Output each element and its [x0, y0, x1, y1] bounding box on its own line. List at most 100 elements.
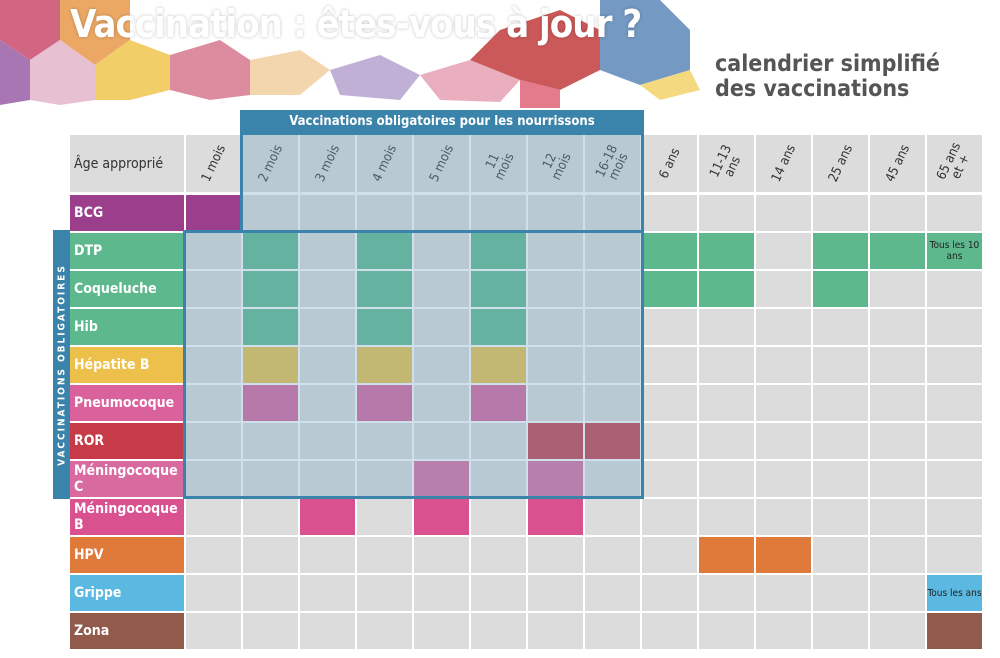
column-label: 65 ans et +: [933, 139, 973, 182]
column-header: 3 mois: [300, 135, 355, 192]
empty-cell: [927, 499, 982, 535]
dose-cell: [585, 423, 640, 459]
empty-cell: [300, 195, 355, 231]
empty-cell: [870, 613, 925, 649]
dose-cell: [471, 385, 526, 421]
empty-cell: [927, 423, 982, 459]
empty-cell: [870, 423, 925, 459]
empty-cell: [642, 499, 697, 535]
column-label: 14 ans: [768, 142, 799, 185]
empty-cell: [357, 575, 412, 611]
empty-cell: [813, 309, 868, 345]
dose-cell: [471, 347, 526, 383]
empty-cell: [813, 613, 868, 649]
empty-cell: [186, 271, 241, 307]
dose-cell: [642, 271, 697, 307]
empty-cell: [357, 195, 412, 231]
dose-cell: [186, 195, 241, 231]
empty-cell: [243, 613, 298, 649]
empty-cell: [186, 499, 241, 535]
empty-cell: [300, 613, 355, 649]
corner-label: Âge approprié: [70, 135, 184, 192]
empty-cell: [870, 575, 925, 611]
column-header: 1 mois: [186, 135, 241, 192]
empty-cell: [813, 537, 868, 573]
row-label: Méningocoque C: [70, 461, 184, 497]
empty-cell: [300, 309, 355, 345]
empty-cell: [414, 423, 469, 459]
empty-cell: [585, 613, 640, 649]
empty-cell: [414, 537, 469, 573]
column-header: 11-13 ans: [699, 135, 754, 192]
empty-cell: [699, 613, 754, 649]
empty-cell: [756, 347, 811, 383]
empty-cell: [357, 423, 412, 459]
empty-cell: [300, 537, 355, 573]
dose-cell: [243, 309, 298, 345]
dose-cell: [243, 271, 298, 307]
dose-cell: [528, 461, 583, 497]
empty-cell: [642, 195, 697, 231]
empty-cell: [357, 537, 412, 573]
empty-cell: [585, 347, 640, 383]
empty-cell: [528, 309, 583, 345]
empty-cell: [186, 537, 241, 573]
empty-cell: [243, 195, 298, 231]
empty-cell: [870, 347, 925, 383]
empty-cell: [300, 423, 355, 459]
empty-cell: [870, 195, 925, 231]
dose-cell: [471, 233, 526, 269]
empty-cell: [756, 499, 811, 535]
empty-cell: [870, 461, 925, 497]
empty-cell: [585, 499, 640, 535]
empty-cell: [813, 385, 868, 421]
empty-cell: [414, 613, 469, 649]
dose-cell: [357, 271, 412, 307]
empty-cell: [471, 575, 526, 611]
infant-overlay: [240, 132, 644, 233]
empty-cell: [642, 575, 697, 611]
empty-cell: [870, 385, 925, 421]
dose-cell: [756, 537, 811, 573]
empty-cell: [300, 271, 355, 307]
empty-cell: [414, 347, 469, 383]
empty-cell: [813, 195, 868, 231]
empty-cell: [528, 575, 583, 611]
infant-band-label: Vaccinations obligatoires pour les nourr…: [240, 110, 644, 134]
empty-cell: [927, 271, 982, 307]
empty-cell: [243, 575, 298, 611]
column-label: 25 ans: [825, 142, 856, 185]
dose-cell: [300, 499, 355, 535]
dose-cell: [243, 347, 298, 383]
empty-cell: [414, 271, 469, 307]
column-header: 2 mois: [243, 135, 298, 192]
column-label: 6 ans: [655, 145, 684, 182]
empty-cell: [813, 347, 868, 383]
infant-overlay: [183, 230, 644, 499]
empty-cell: [642, 347, 697, 383]
empty-cell: [528, 385, 583, 421]
dose-cell: [243, 385, 298, 421]
column-header: 5 mois: [414, 135, 469, 192]
empty-cell: [927, 195, 982, 231]
empty-cell: [243, 537, 298, 573]
row-label: HPV: [70, 537, 184, 573]
empty-cell: [699, 499, 754, 535]
empty-cell: [357, 499, 412, 535]
empty-cell: [813, 461, 868, 497]
row-label: Hépatite B: [70, 347, 184, 383]
empty-cell: [186, 613, 241, 649]
subtitle: calendrier simplifié des vaccinations: [715, 52, 940, 102]
dose-cell: [414, 499, 469, 535]
dose-cell: [699, 271, 754, 307]
empty-cell: [756, 271, 811, 307]
empty-cell: [699, 575, 754, 611]
column-header: 45 ans: [870, 135, 925, 192]
empty-cell: [414, 233, 469, 269]
empty-cell: [414, 195, 469, 231]
row-label: Coqueluche: [70, 271, 184, 307]
empty-cell: [471, 195, 526, 231]
empty-cell: [870, 537, 925, 573]
column-header: 65 ans et +: [927, 135, 982, 192]
empty-cell: [927, 537, 982, 573]
